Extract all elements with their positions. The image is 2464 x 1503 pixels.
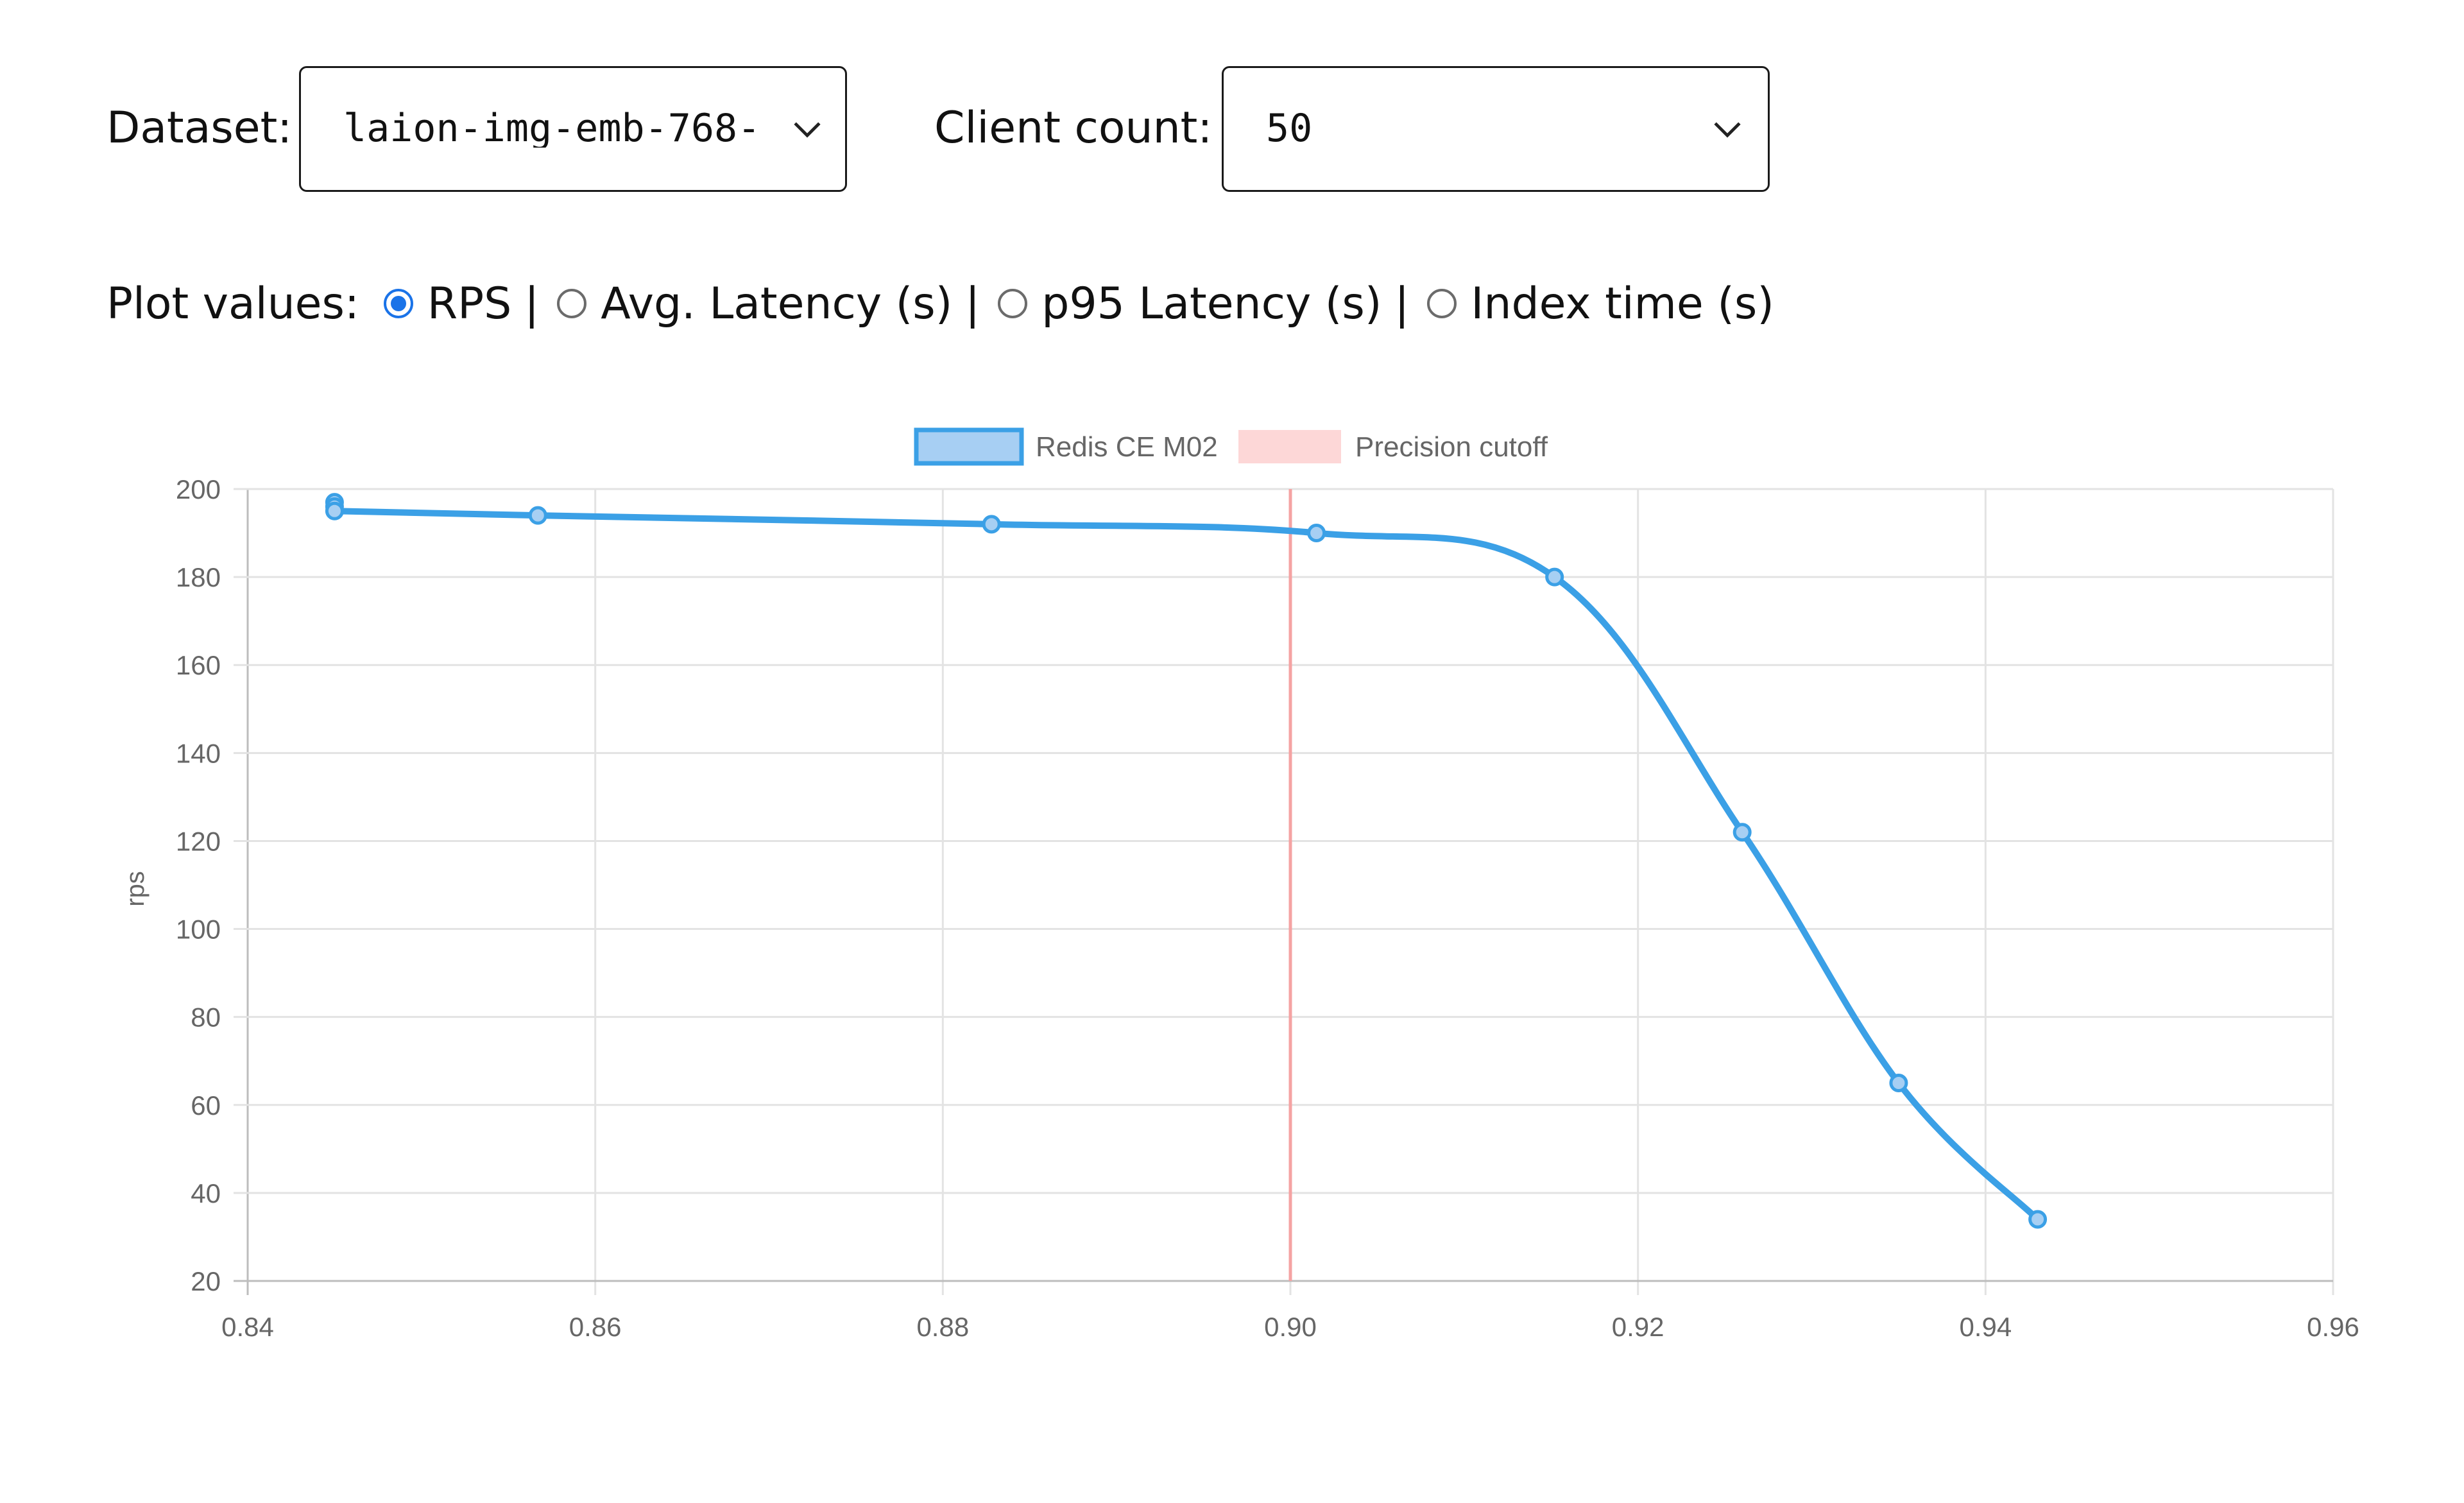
client-count-label: Client count: — [934, 103, 1213, 153]
legend-label-cutoff[interactable]: Precision cutoff — [1355, 431, 1548, 463]
y-tick-label: 200 — [176, 474, 221, 504]
plot-values-group: Plot values: RPS | Avg. Latency (s) | p9… — [107, 275, 1774, 332]
y-tick-label: 100 — [176, 915, 221, 945]
x-tick-label: 0.92 — [1612, 1312, 1664, 1342]
data-point — [1733, 823, 1752, 842]
data-point — [325, 501, 344, 520]
radio-avg-latency[interactable] — [557, 289, 587, 318]
y-axis-title: rps — [121, 871, 150, 907]
radio-option-rps[interactable]: RPS — [383, 278, 512, 329]
client-count-select[interactable]: 50 — [1222, 66, 1770, 192]
y-tick-label: 160 — [176, 650, 221, 680]
x-tick-label: 0.90 — [1264, 1312, 1317, 1342]
radio-index-time[interactable] — [1427, 289, 1457, 318]
x-tick-label: 0.94 — [1959, 1312, 2012, 1342]
legend-swatch-cutoff[interactable] — [1238, 430, 1341, 463]
chart-legend: Redis CE M02 Precision cutoff — [914, 427, 1548, 466]
radio-option-avg-latency[interactable]: Avg. Latency (s) — [557, 279, 952, 329]
chart-axes: 0.84 0.86 0.88 0.90 0.92 0.94 0.96 20 40 60 80 100 1… — [176, 474, 2359, 1342]
chart-series — [325, 493, 2048, 1229]
radio-label-avg-latency: Avg. Latency (s) — [601, 278, 953, 329]
x-tick-label: 0.84 — [221, 1312, 274, 1342]
data-point — [528, 506, 547, 525]
y-tick-label: 140 — [176, 738, 221, 768]
dataset-label: Dataset: — [107, 103, 293, 153]
plot-values-label: Plot values: — [107, 278, 359, 329]
chevron-down-icon — [1714, 122, 1741, 138]
y-tick-label: 40 — [191, 1178, 221, 1208]
series-line-redis — [331, 508, 2041, 1223]
y-tick-label: 80 — [191, 1002, 221, 1033]
chart-grid — [234, 488, 2334, 1295]
x-tick-label: 0.86 — [569, 1312, 622, 1342]
data-point — [1307, 524, 1326, 543]
radio-label-rps: RPS — [427, 278, 512, 329]
legend-swatch-redis[interactable] — [914, 427, 1024, 466]
x-tick-label: 0.88 — [916, 1312, 969, 1342]
radio-rps[interactable] — [383, 289, 413, 318]
y-tick-label: 120 — [176, 826, 221, 856]
separator: | — [1394, 278, 1410, 329]
radio-label-index-time: Index time (s) — [1471, 278, 1774, 329]
radio-p95-latency[interactable] — [998, 289, 1028, 318]
data-point — [982, 515, 1001, 534]
dataset-select[interactable]: laion-img-emb-768- — [299, 66, 847, 192]
y-tick-label: 180 — [176, 562, 221, 592]
data-point — [2028, 1210, 2048, 1229]
radio-label-p95-latency: p95 Latency (s) — [1041, 278, 1382, 329]
x-tick-label: 0.96 — [2307, 1312, 2359, 1342]
legend-label-redis[interactable]: Redis CE M02 — [1036, 431, 1218, 463]
radio-option-index-time[interactable]: Index time (s) — [1427, 279, 1774, 329]
y-tick-label: 20 — [191, 1266, 221, 1296]
data-point — [1545, 567, 1564, 587]
y-tick-label: 60 — [191, 1090, 221, 1121]
radio-option-p95-latency[interactable]: p95 Latency (s) — [998, 279, 1382, 329]
separator: | — [965, 278, 980, 329]
data-point — [1889, 1074, 1908, 1092]
client-count-value: 50 — [1266, 109, 1313, 148]
separator: | — [524, 278, 540, 329]
chevron-down-icon — [794, 122, 821, 138]
dataset-value: laion-img-emb-768- — [343, 109, 761, 148]
